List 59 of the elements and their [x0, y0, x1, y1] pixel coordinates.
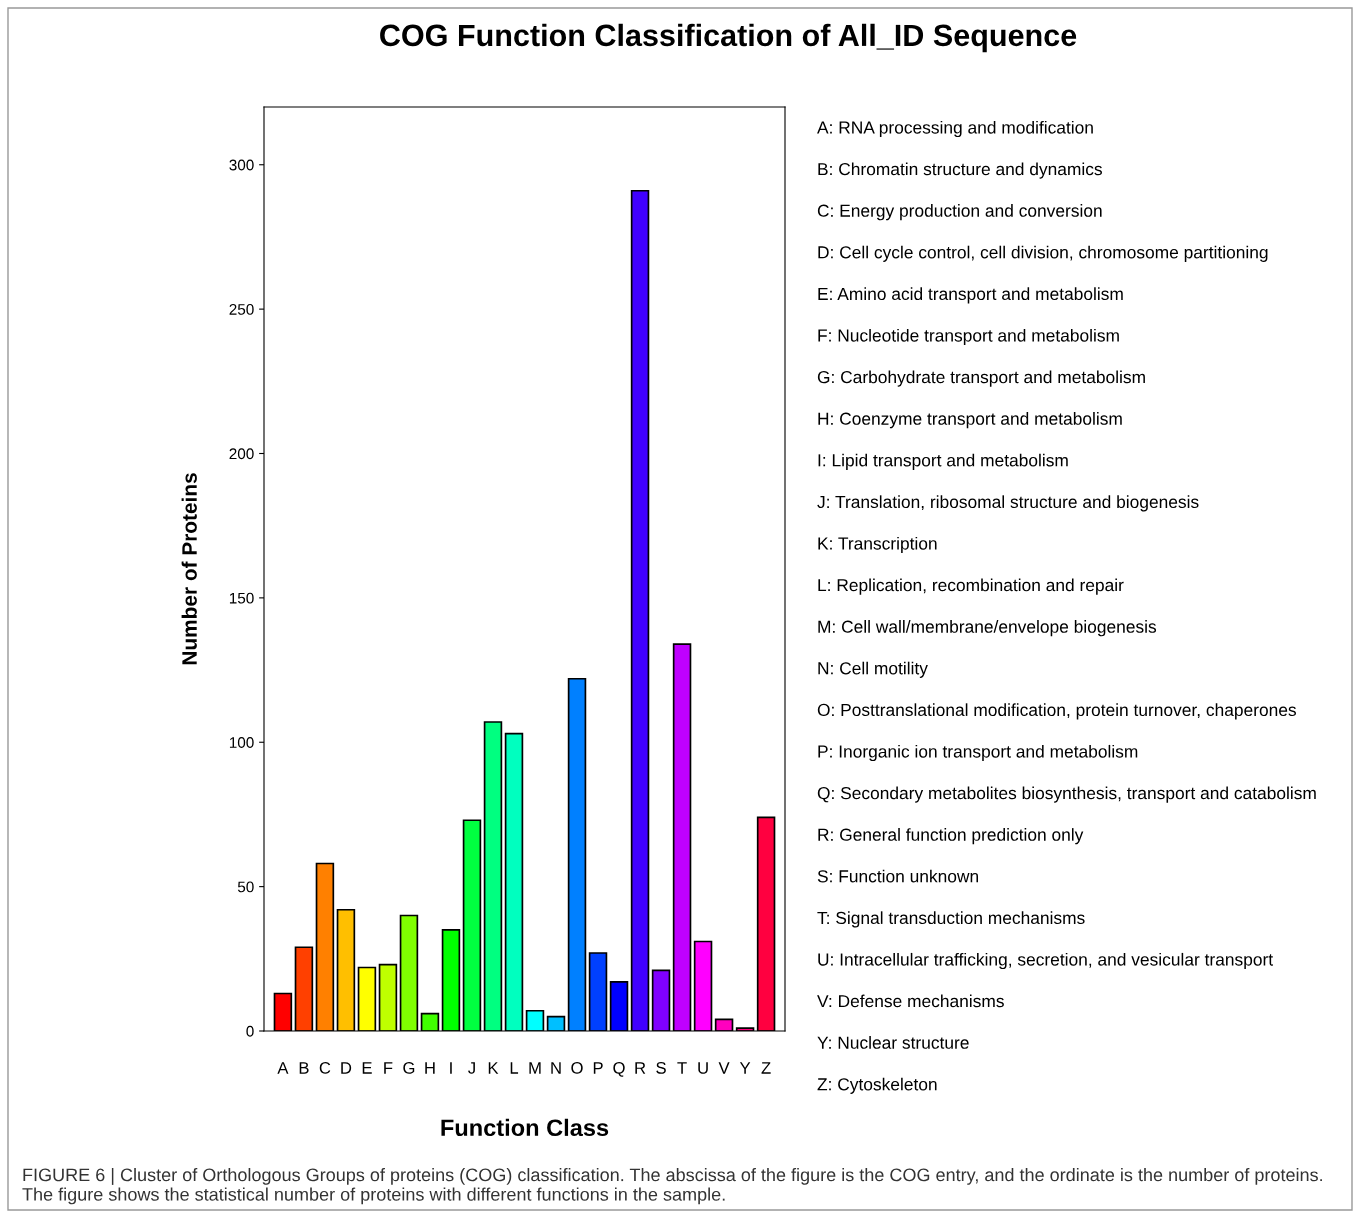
text: V: Defense mechanisms	[817, 994, 1004, 1008]
text: O: Posttranslational modification, protein turnover, chaperones	[817, 703, 1296, 720]
text: Q: Secondary metabolites biosynthesis, transport and catabolism	[817, 786, 1316, 803]
x-tick-label: D	[341, 1062, 352, 1074]
x-tick-label: K	[488, 1062, 499, 1074]
x-tick-label: I	[450, 1062, 452, 1074]
x-axis-title: Function Class	[441, 1118, 609, 1137]
x-tick-label: S	[656, 1062, 666, 1074]
x-tick-label: O	[571, 1062, 583, 1074]
text: A: RNA processing and modification	[817, 120, 1093, 138]
x-tick-label: P	[593, 1062, 603, 1074]
y-tick-label: 50	[237, 881, 254, 893]
text: C: Energy production and conversion	[817, 204, 1102, 221]
text: T: Signal transduction mechanisms	[817, 911, 1085, 928]
y-tick-label: 100	[229, 737, 254, 748]
text: G: Carbohydrate transport and metabolism	[817, 370, 1145, 387]
x-tick-label: A	[277, 1062, 289, 1074]
x-tick-label: R	[635, 1062, 646, 1074]
x-tick-label: U	[698, 1062, 708, 1074]
x-tick-label: L	[510, 1062, 519, 1074]
y-tick-label: 250	[229, 303, 254, 315]
text: U: Intracellular trafficking, secretion, and vesicular transport	[818, 952, 1273, 970]
y-tick-label: 300	[229, 159, 254, 171]
text: N: Cell motility	[818, 661, 928, 678]
text: Y: Nuclear structure	[817, 1036, 969, 1049]
text: S: Function unknown	[817, 869, 979, 883]
text: K: Transcription	[818, 536, 937, 554]
chart-title: COG Function Classification of All_ID Sequence	[380, 23, 1077, 53]
x-tick-label: N	[551, 1062, 561, 1074]
x-tick-label: C	[319, 1062, 331, 1074]
x-tick-label: T	[677, 1062, 687, 1074]
text: I: Lipid transport and metabolism	[818, 453, 1068, 470]
x-tick-label: F	[384, 1062, 393, 1074]
text: H: Coenzyme transport and metabolism	[818, 412, 1122, 429]
text: Z: Cytoskeleton	[817, 1077, 937, 1094]
text: J: Translation, ribosomal structure and biogenesis	[817, 495, 1199, 512]
x-tick-label: V	[718, 1062, 730, 1074]
text: R: General function prediction only	[818, 828, 1084, 845]
x-tick-label: M	[529, 1062, 541, 1074]
x-tick-label: E	[362, 1062, 372, 1074]
x-tick-label: G	[403, 1062, 415, 1074]
x-tick-label: H	[425, 1062, 435, 1074]
x-tick-label: Q	[613, 1062, 625, 1077]
text: F: Nucleotide transport and metabolism	[818, 328, 1119, 346]
text: B: Chromatin structure and dynamics	[818, 162, 1102, 179]
y-tick-label: 150	[229, 592, 254, 604]
x-tick-label: J	[468, 1062, 475, 1074]
text: L: Replication, recombination and repair	[818, 578, 1124, 595]
text: M: Cell wall/membrane/envelope biogenesis	[818, 620, 1157, 637]
y-axis-title: Number of Proteins	[181, 473, 197, 665]
caption: FIGURE 6 | Cluster of Orthologous Groups of proteins (COG) classification. The abscissa of the figure is the COG entry, and the ordinate is the number of proteins. The figure shows the statistical number of proteins with different functions in the sample.	[22, 1168, 1322, 1205]
y-tick-label: 0	[246, 1025, 254, 1037]
x-tick-label: B	[299, 1062, 309, 1074]
text: P: Inorganic ion transport and metabolism	[818, 744, 1138, 762]
text: E: Amino acid transport and metabolism	[818, 287, 1123, 304]
x-tick-label: Z	[761, 1062, 771, 1074]
x-tick-label: Y	[739, 1062, 751, 1074]
y-tick-label: 200	[229, 448, 254, 460]
text: D: Cell cycle control, cell division, chromosome partitioning	[818, 245, 1268, 262]
